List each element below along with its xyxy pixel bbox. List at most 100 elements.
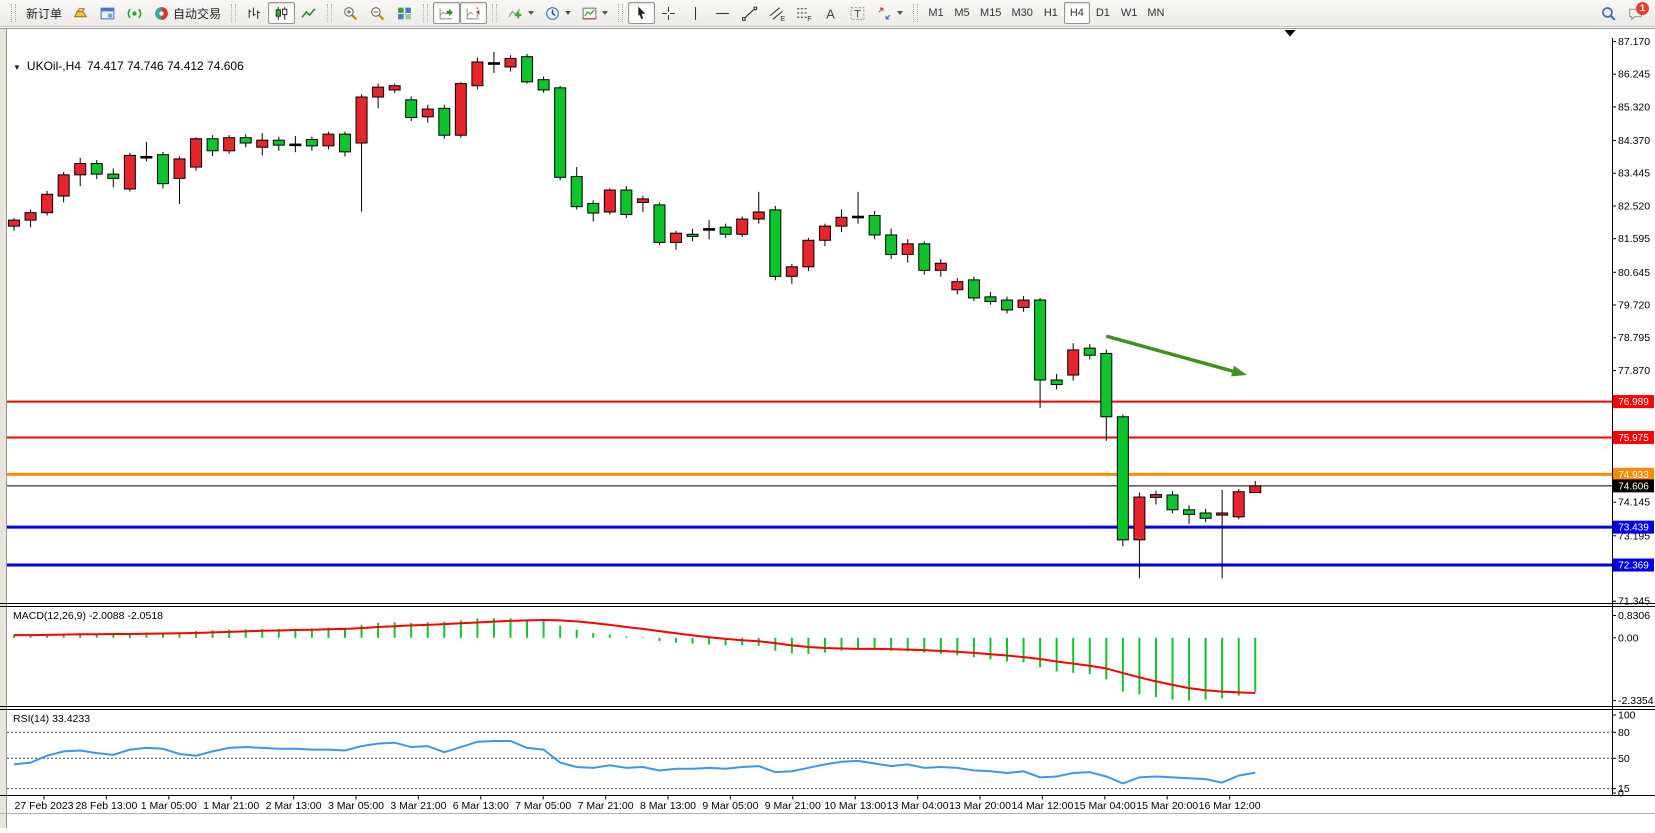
zoom-in-button[interactable] xyxy=(337,2,364,24)
autotrading-button[interactable]: 自动交易 xyxy=(148,2,226,24)
chart-canvas[interactable]: 87.170 86.245 85.320 84.370 83.445 82.520 81.5… xyxy=(0,27,1655,828)
rsi-tick-label: 80 xyxy=(1618,727,1630,739)
candle xyxy=(1149,490,1162,505)
candle xyxy=(554,85,567,181)
timeframe-d1[interactable]: D1 xyxy=(1090,2,1116,24)
fibonacci-button[interactable]: F xyxy=(790,2,817,24)
macd-panel: 0.8306 0.00 -2.3354 xyxy=(13,610,1654,707)
timeframe-m1-label: M1 xyxy=(928,7,944,19)
price-tick-label: 87.170 xyxy=(1618,36,1650,48)
rsi-panel: 100 80 50 150 xyxy=(7,710,1636,800)
crosshair-button[interactable] xyxy=(655,2,682,24)
periods-button[interactable] xyxy=(539,2,576,24)
gold-ingot-icon[interactable] xyxy=(67,2,94,24)
timeframe-m30[interactable]: M30 xyxy=(1006,2,1037,24)
timeframe-m15[interactable]: M15 xyxy=(975,2,1006,24)
time-tick-label: 15 Mar 04:00 xyxy=(1074,800,1136,812)
chart-shift-button[interactable] xyxy=(460,2,488,24)
cursor-icon xyxy=(633,5,650,22)
dropdown-caret-icon[interactable] xyxy=(565,11,572,15)
vertical-line-button[interactable] xyxy=(682,2,709,24)
toolbar-group-handle xyxy=(492,4,498,22)
ingot-icon xyxy=(72,5,89,22)
time-tick-label: 13 Mar 20:00 xyxy=(949,800,1011,812)
templates-button[interactable] xyxy=(576,2,613,24)
time-tick-label: 14 Mar 12:00 xyxy=(1011,800,1073,812)
text-label-button[interactable]: T xyxy=(844,2,871,24)
toolbar-group-handle xyxy=(11,4,16,22)
price-line-label xyxy=(1613,558,1654,572)
zoom-out-button[interactable] xyxy=(364,2,391,24)
price-line-label xyxy=(1613,430,1654,444)
arrows-button[interactable] xyxy=(871,2,908,24)
candle xyxy=(1067,343,1080,381)
time-tick-label: 10 Mar 13:00 xyxy=(824,800,886,812)
timeframe-mn[interactable]: MN xyxy=(1142,2,1169,24)
candle xyxy=(305,136,318,151)
timeframe-h1[interactable]: H1 xyxy=(1038,2,1064,24)
symbol-dropdown-icon[interactable] xyxy=(13,59,21,73)
cursor-button[interactable] xyxy=(628,2,656,24)
equidistant-channel-button[interactable]: E xyxy=(763,2,790,24)
horizontal-line-button[interactable] xyxy=(709,2,736,24)
candle xyxy=(984,292,997,305)
timeframe-w1[interactable]: W1 xyxy=(1116,2,1143,24)
candle xyxy=(1100,349,1113,441)
trend-arrow-annotation[interactable] xyxy=(1105,334,1247,377)
channel-icon: E xyxy=(768,5,785,22)
chat-button[interactable]: 1 xyxy=(1622,1,1649,24)
macd-tick-label: -2.3354 xyxy=(1618,695,1654,707)
toolbar-group-handle xyxy=(913,4,919,22)
time-tick-label: 9 Mar 21:00 xyxy=(765,800,821,812)
horizontal-lines[interactable] xyxy=(7,400,1612,567)
workspace-icon[interactable] xyxy=(94,2,121,24)
timeframe-h4[interactable]: H4 xyxy=(1063,2,1090,24)
timeframe-m5-label: M5 xyxy=(954,7,970,19)
price-tick-label: 71.345 xyxy=(1618,596,1650,608)
rsi-tick-label: 100 xyxy=(1618,710,1636,722)
dropdown-caret-icon[interactable] xyxy=(602,11,609,15)
time-tick-label: 3 Mar 21:00 xyxy=(390,800,446,812)
candle xyxy=(190,137,203,171)
timeframe-m1[interactable]: M1 xyxy=(923,2,949,24)
indicators-button[interactable] xyxy=(502,2,539,24)
rsi-line xyxy=(13,739,1256,785)
auto-scroll-button[interactable] xyxy=(433,2,461,24)
candle xyxy=(620,186,633,218)
chart-line-button[interactable] xyxy=(295,2,322,24)
toolbar-group-handle xyxy=(618,4,624,22)
candle xyxy=(57,172,70,203)
timeframe-h4-label: H4 xyxy=(1069,7,1084,19)
price-axis[interactable]: 87.170 86.245 85.320 84.370 83.445 82.520 81.5… xyxy=(1612,36,1654,608)
signals-icon[interactable] xyxy=(121,2,148,24)
time-tick-label: 3 Mar 05:00 xyxy=(328,800,384,812)
chart-shift-marker[interactable] xyxy=(1284,30,1296,37)
shapes-icon xyxy=(876,5,893,22)
new-order-button[interactable]: 新订单 xyxy=(21,2,67,24)
search-button[interactable] xyxy=(1595,2,1622,24)
toolbar: 新订单 自动交易 E F A T M1 M5 M15 M30 H1 H4 D1 W1 MN 1 xyxy=(0,0,1655,27)
price-line-label xyxy=(1613,520,1654,534)
candle xyxy=(123,152,136,192)
timeframe-m5[interactable]: M5 xyxy=(949,2,975,24)
workspace-icon xyxy=(99,5,116,22)
candle xyxy=(1083,343,1096,360)
dropdown-caret-icon[interactable] xyxy=(528,11,535,15)
chart-bars-button[interactable] xyxy=(241,2,268,24)
candle xyxy=(1133,492,1146,579)
trendline-button[interactable] xyxy=(736,2,763,24)
price-tick-label: 85.320 xyxy=(1618,101,1650,113)
tiles-icon xyxy=(396,5,413,22)
candle xyxy=(901,239,914,263)
chart-candles-button[interactable] xyxy=(268,2,296,24)
time-axis[interactable]: 27 Feb 2023 28 Feb 13:00 1 Mar 05:00 1 Mar … xyxy=(15,795,1261,813)
text-button[interactable]: A xyxy=(817,2,844,24)
timeframe-h1-label: H1 xyxy=(1043,7,1058,19)
candle xyxy=(8,217,20,231)
macd-tick-label: 0.8306 xyxy=(1618,610,1650,622)
dropdown-caret-icon[interactable] xyxy=(897,11,904,15)
rsi-tick-label: 0 xyxy=(1618,788,1624,800)
tile-windows-button[interactable] xyxy=(391,2,418,24)
chat-icon: 1 xyxy=(1627,1,1649,22)
candle xyxy=(355,94,368,212)
